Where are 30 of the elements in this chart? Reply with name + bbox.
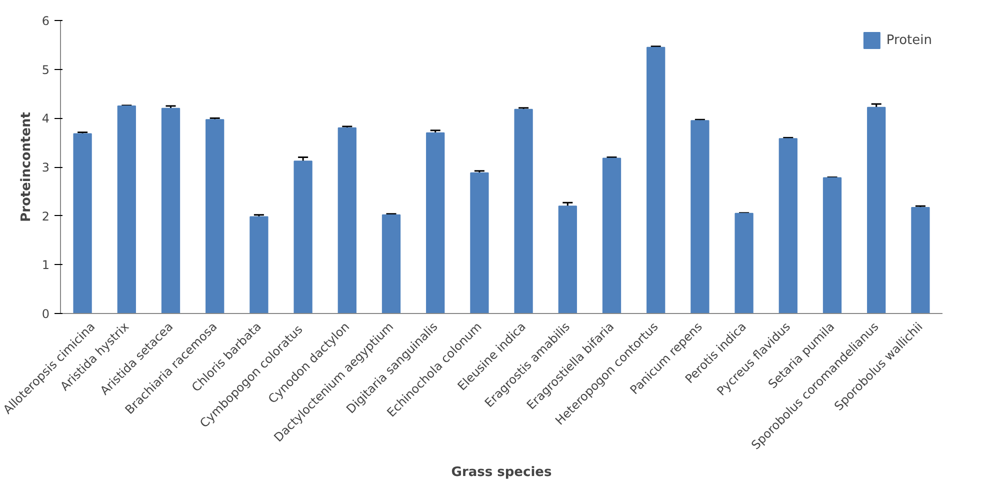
bar (117, 105, 136, 314)
bar (690, 120, 710, 314)
bar (646, 46, 666, 314)
bar (382, 214, 401, 314)
bar (514, 108, 533, 314)
y-tick-label: 1 (42, 258, 50, 272)
y-tick-label: 4 (42, 112, 50, 126)
bar (206, 119, 224, 314)
bar (778, 138, 798, 314)
bar (161, 108, 180, 314)
bar (822, 177, 842, 314)
bar (734, 212, 754, 314)
bar (558, 206, 577, 314)
bar (73, 133, 92, 314)
bar (250, 216, 268, 314)
bar (294, 160, 312, 314)
y-tick-label: 0 (42, 307, 50, 321)
bar (911, 207, 930, 314)
y-tick-label: 6 (42, 14, 50, 28)
bar (470, 172, 489, 314)
bar (426, 132, 445, 314)
legend-label: Protein (886, 32, 932, 48)
bar (867, 106, 886, 314)
x-axis-title: Grass species (451, 465, 552, 480)
y-tick-label: 3 (42, 160, 50, 174)
bar (602, 158, 622, 314)
y-tick-label: 2 (42, 209, 50, 224)
bar (338, 127, 356, 314)
y-axis-title: Proteincontent (18, 112, 34, 222)
y-tick-label: 5 (42, 62, 50, 77)
